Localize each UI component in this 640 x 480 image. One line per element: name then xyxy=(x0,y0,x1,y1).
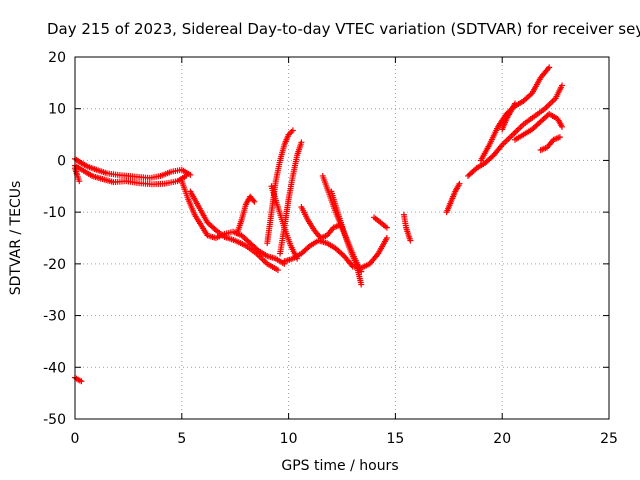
y-axis-ticks: -50 -40 -30 -20 -10 0 10 20 xyxy=(43,50,609,428)
data-point xyxy=(288,128,295,135)
data-point xyxy=(76,178,83,185)
data-point xyxy=(358,281,365,288)
x-tick-label: 20 xyxy=(493,431,511,447)
data-point xyxy=(383,235,390,241)
y-tick-label: -40 xyxy=(43,360,66,376)
y-tick-label: -10 xyxy=(43,205,66,221)
data-point xyxy=(289,127,296,134)
data-point xyxy=(556,134,563,141)
data-points xyxy=(72,64,566,385)
data-point xyxy=(407,237,414,244)
data-point xyxy=(251,198,258,205)
x-tick-label: 15 xyxy=(386,431,404,447)
plot-frame xyxy=(74,56,610,420)
data-point xyxy=(546,64,553,71)
x-tick-label: 0 xyxy=(71,431,80,447)
data-point xyxy=(383,224,390,231)
data-point xyxy=(274,267,281,274)
y-tick-label: 0 xyxy=(57,153,66,169)
x-tick-label: 25 xyxy=(600,431,618,447)
y-tick-label: -50 xyxy=(43,412,66,428)
data-point xyxy=(187,171,194,178)
x-tick-label: 5 xyxy=(177,431,186,447)
y-axis-label: SDTVAR / TECUs xyxy=(8,181,24,296)
chart-title: Day 215 of 2023, Sidereal Day-to-day VTE… xyxy=(47,20,640,38)
data-point xyxy=(78,378,85,385)
data-point xyxy=(559,82,566,89)
x-axis-label: GPS time / hours xyxy=(281,458,398,474)
data-point xyxy=(512,100,519,107)
grid-lines xyxy=(75,57,609,419)
y-tick-label: 20 xyxy=(48,50,66,66)
data-point xyxy=(559,123,566,130)
x-tick-label: 10 xyxy=(280,431,298,447)
y-tick-label: -20 xyxy=(43,257,66,273)
data-point xyxy=(298,139,305,146)
data-point xyxy=(456,180,463,187)
data-point xyxy=(183,172,190,179)
data-point xyxy=(250,197,257,204)
y-tick-label: 10 xyxy=(48,102,66,118)
y-tick-label: -30 xyxy=(43,309,66,325)
